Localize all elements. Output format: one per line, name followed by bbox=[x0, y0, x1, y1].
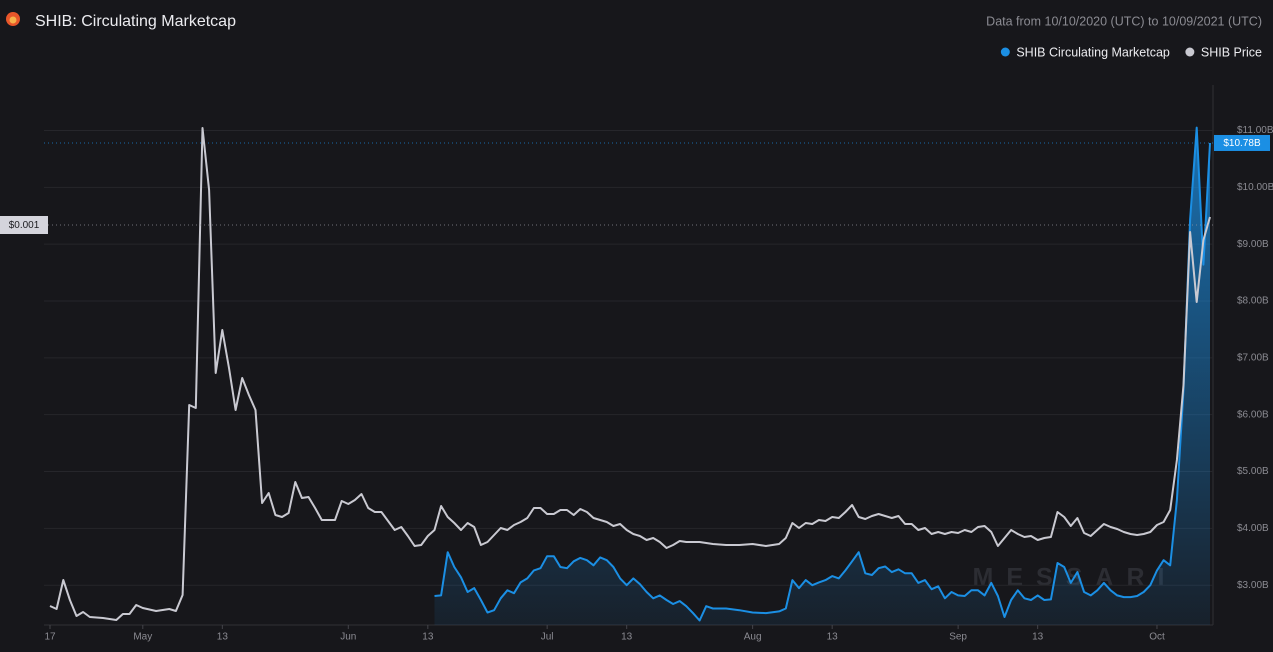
series-line bbox=[49, 127, 1211, 621]
logo-inner bbox=[9, 16, 17, 24]
x-tick-label: 13 bbox=[217, 632, 229, 643]
x-tick-label: Aug bbox=[744, 632, 762, 643]
y2-tick-label: $10.00B bbox=[1237, 182, 1273, 193]
legend-label: SHIB Circulating Marketcap bbox=[1016, 45, 1170, 59]
y2-tick-label: $3.00B bbox=[1237, 580, 1269, 591]
series-line bbox=[434, 126, 1211, 622]
y2-tick-label: $7.00B bbox=[1237, 352, 1269, 363]
x-tick-label: Jun bbox=[340, 632, 356, 643]
chart-subtitle: Data from 10/10/2020 (UTC) to 10/09/2021… bbox=[986, 14, 1262, 28]
y-tick-label: $0.001 bbox=[9, 220, 40, 231]
y2-tick-label: $8.00B bbox=[1237, 296, 1269, 307]
legend-swatch bbox=[1000, 47, 1010, 57]
current-value-label: $10.78B bbox=[1223, 138, 1261, 149]
x-tick-label: May bbox=[133, 632, 152, 643]
x-tick-label: Oct bbox=[1149, 632, 1165, 643]
x-tick-label: Jul bbox=[541, 632, 554, 643]
legend-label: SHIB Price bbox=[1201, 45, 1262, 59]
x-tick-label: 13 bbox=[621, 632, 633, 643]
y-tick-tag bbox=[0, 216, 48, 234]
chart-title: SHIB: Circulating Marketcap bbox=[35, 13, 236, 30]
x-tick-label: 13 bbox=[827, 632, 839, 643]
x-tick-label: 17 bbox=[44, 632, 56, 643]
y2-tick-label: $9.00B bbox=[1237, 239, 1269, 250]
legend-swatch bbox=[1185, 47, 1195, 57]
current-value-tag bbox=[1214, 134, 1270, 151]
x-tick-label: 13 bbox=[422, 632, 434, 643]
x-tick-label: Sep bbox=[949, 632, 967, 643]
y2-tick-label: $11.00B bbox=[1237, 125, 1273, 136]
y2-tick-label: $6.00B bbox=[1237, 409, 1269, 420]
y2-tick-label: $4.00B bbox=[1237, 523, 1269, 534]
y2-tick-label: $5.00B bbox=[1237, 466, 1269, 477]
x-tick-label: 13 bbox=[1032, 632, 1044, 643]
